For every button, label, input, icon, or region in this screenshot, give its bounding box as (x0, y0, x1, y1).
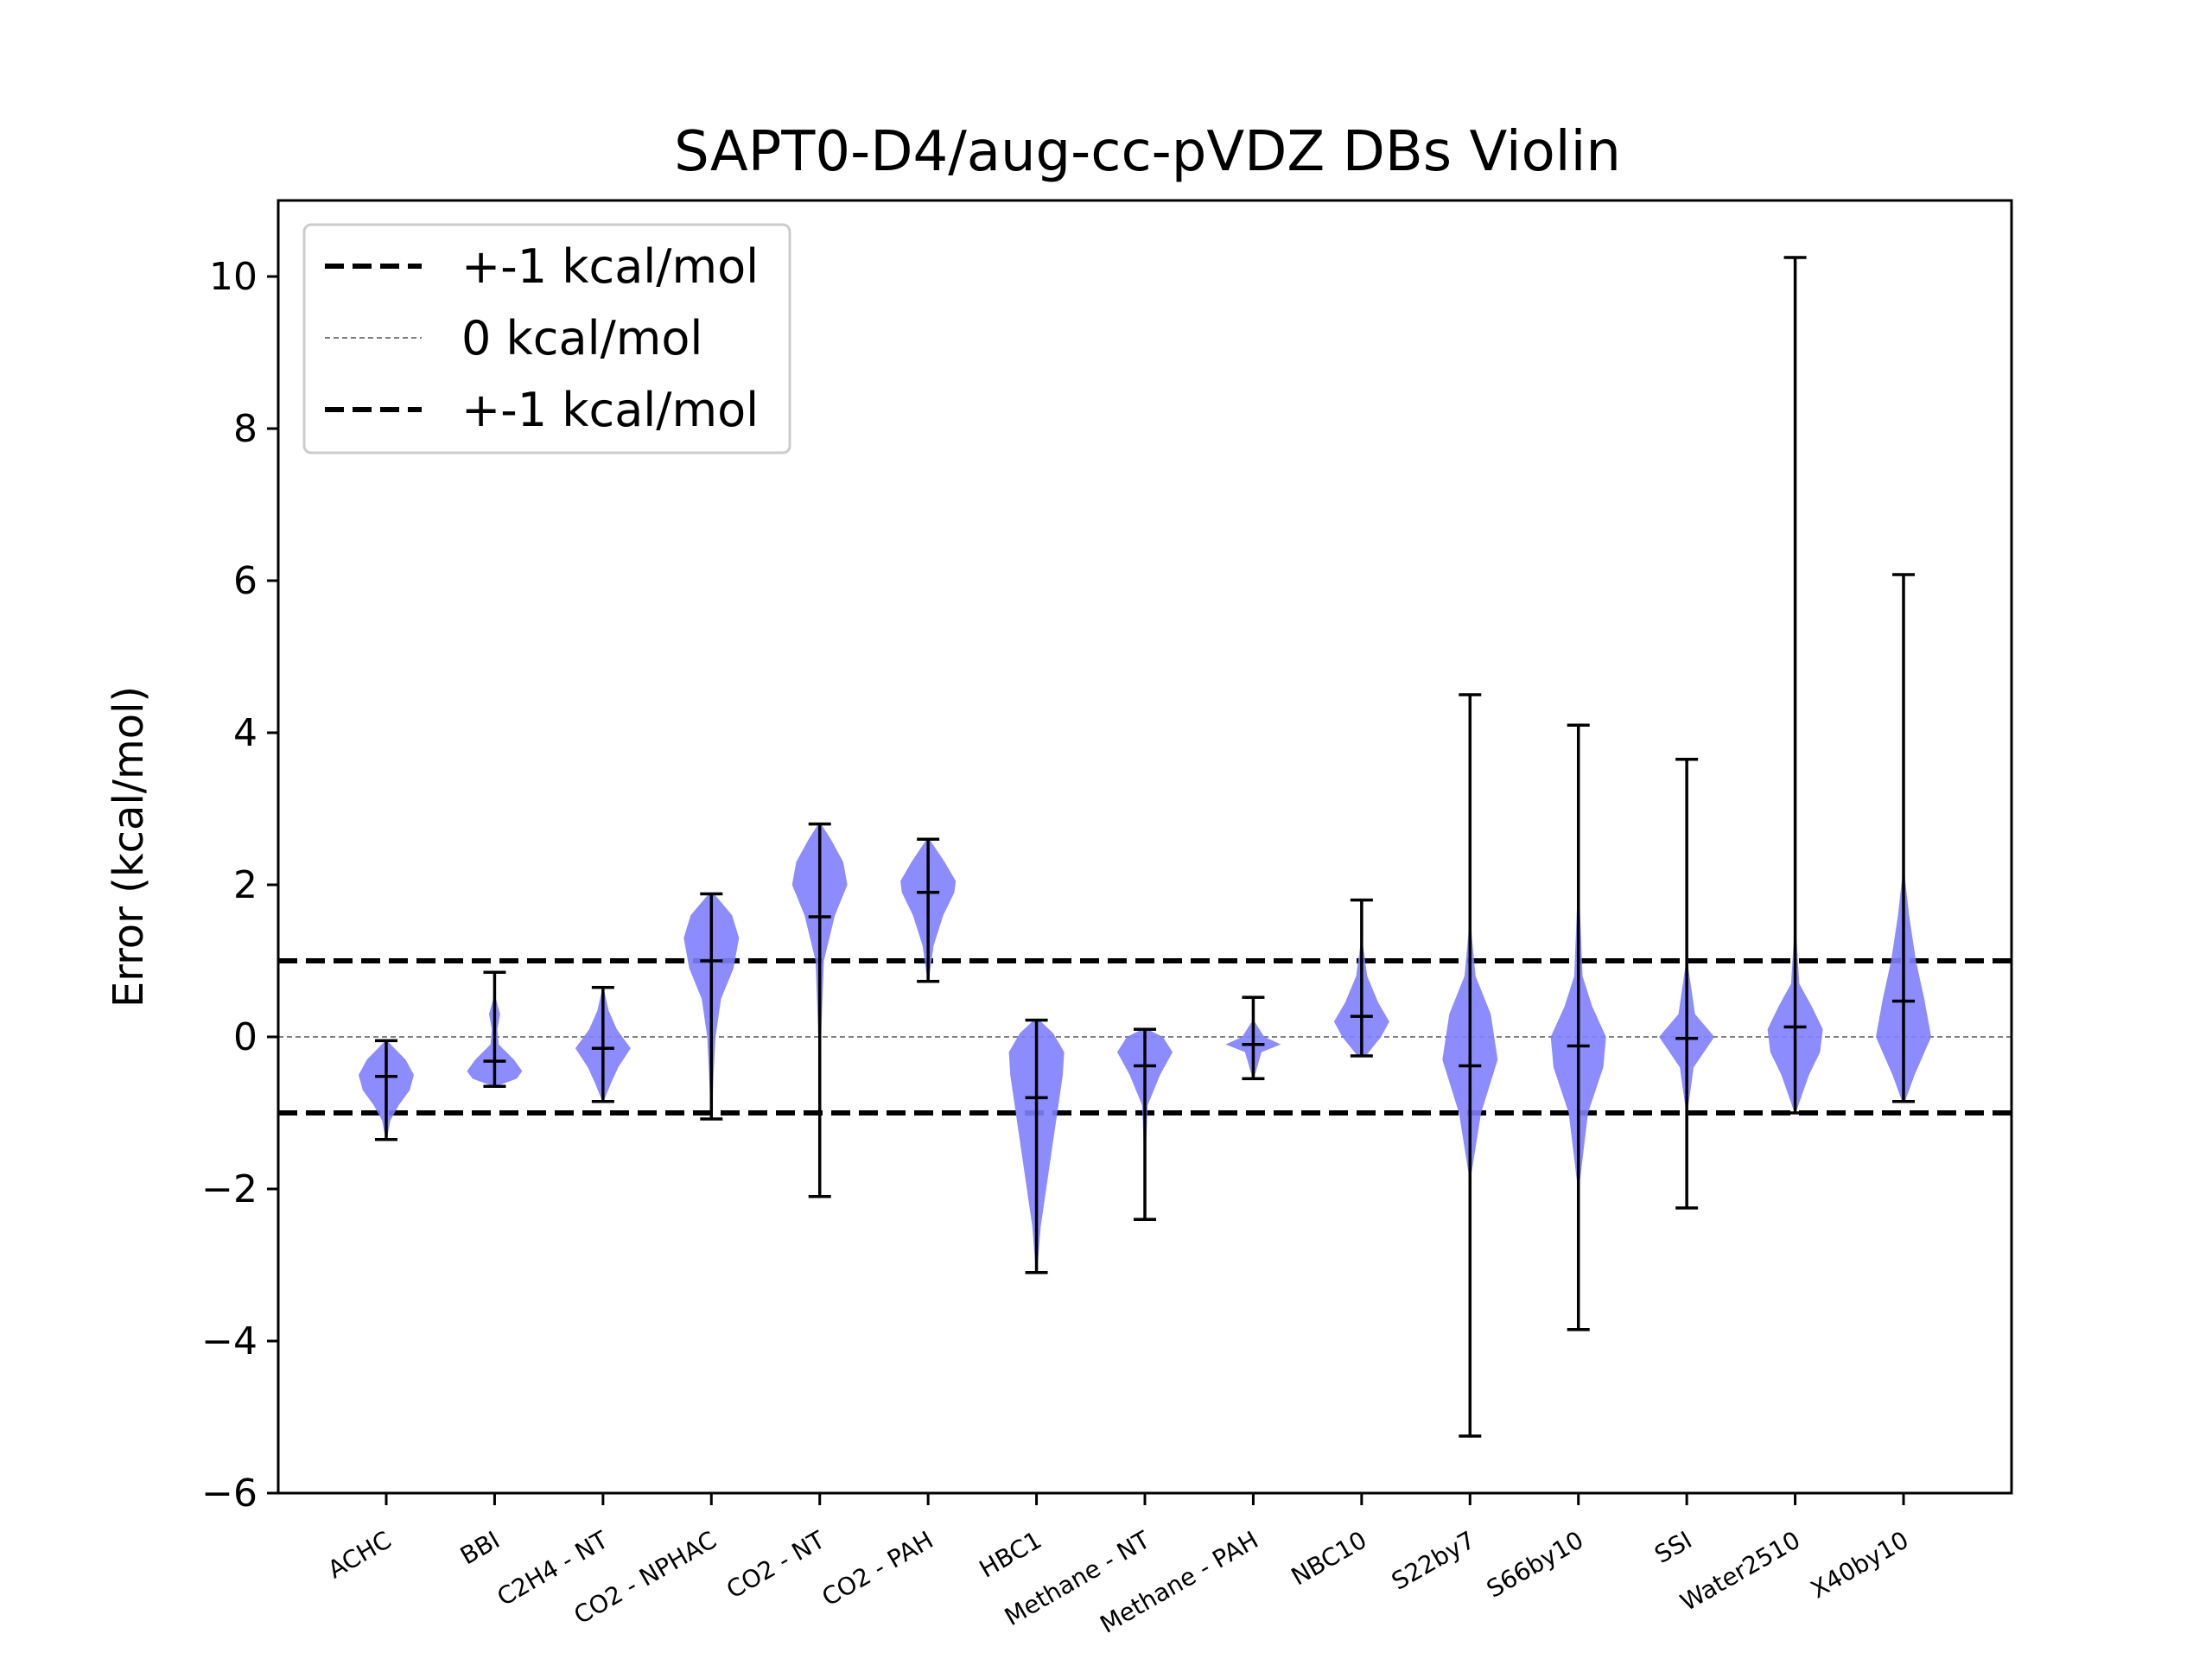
x-tick-label: HBC1 (975, 1525, 1046, 1583)
chart-title: SAPT0-D4/aug-cc-pVDZ DBs Violin (674, 120, 1621, 184)
legend: +-1 kcal/mol 0 kcal/mol +-1 kcal/mol (302, 223, 791, 454)
violin-10 (1442, 693, 1498, 1438)
y-tick-label: −6 (201, 1471, 257, 1516)
violin-8 (1225, 995, 1281, 1081)
y-axis: −6 −4 −2 0 2 4 6 8 10 (201, 255, 278, 1516)
y-tick-label: 0 (233, 1015, 257, 1059)
y-tick-label: −2 (201, 1167, 257, 1211)
violin-9 (1333, 898, 1389, 1058)
violin-14 (1876, 573, 1931, 1103)
legend-entry: 0 kcal/mol (325, 311, 702, 365)
legend-box (302, 223, 791, 454)
x-tick-label: X40by10 (1806, 1525, 1914, 1604)
violin-1 (467, 970, 523, 1088)
y-tick-label: 4 (233, 711, 257, 755)
x-tick-label: S22by7 (1387, 1525, 1480, 1595)
plot-area (276, 199, 2013, 1495)
x-tick-label: ACHC (323, 1525, 397, 1584)
legend-label: 0 kcal/mol (461, 311, 702, 365)
violin-13 (1767, 256, 1823, 1115)
x-tick-label: S66by10 (1482, 1525, 1588, 1603)
y-tick-label: 2 (233, 863, 257, 907)
y-tick-label: −4 (201, 1319, 257, 1363)
violin-12 (1659, 758, 1715, 1210)
violin-11 (1550, 723, 1606, 1332)
violin-2 (575, 986, 631, 1103)
violin-7 (1117, 1027, 1173, 1221)
x-tick-label: CO2 - PAH (817, 1525, 938, 1611)
legend-label: +-1 kcal/mol (461, 239, 759, 294)
violin-6 (1008, 1018, 1065, 1274)
x-tick-label: NBC10 (1287, 1525, 1372, 1591)
y-tick-label: 8 (233, 407, 257, 451)
violin-4 (791, 822, 848, 1198)
legend-label: +-1 kcal/mol (461, 383, 759, 437)
violin-3 (683, 892, 740, 1121)
y-axis-label: Error (kcal/mol) (105, 686, 153, 1007)
legend-entry: +-1 kcal/mol (325, 239, 759, 294)
violin-0 (359, 1039, 414, 1141)
legend-entry: +-1 kcal/mol (325, 383, 759, 437)
x-tick-label: BBI (455, 1525, 505, 1570)
y-tick-label: 6 (233, 559, 257, 603)
violin-5 (900, 837, 957, 983)
x-tick-label: CO2 - NT (721, 1525, 830, 1605)
x-tick-label: SSI (1649, 1525, 1696, 1568)
y-tick-label: 10 (209, 255, 257, 299)
x-tick-label: Water2510 (1675, 1525, 1805, 1617)
